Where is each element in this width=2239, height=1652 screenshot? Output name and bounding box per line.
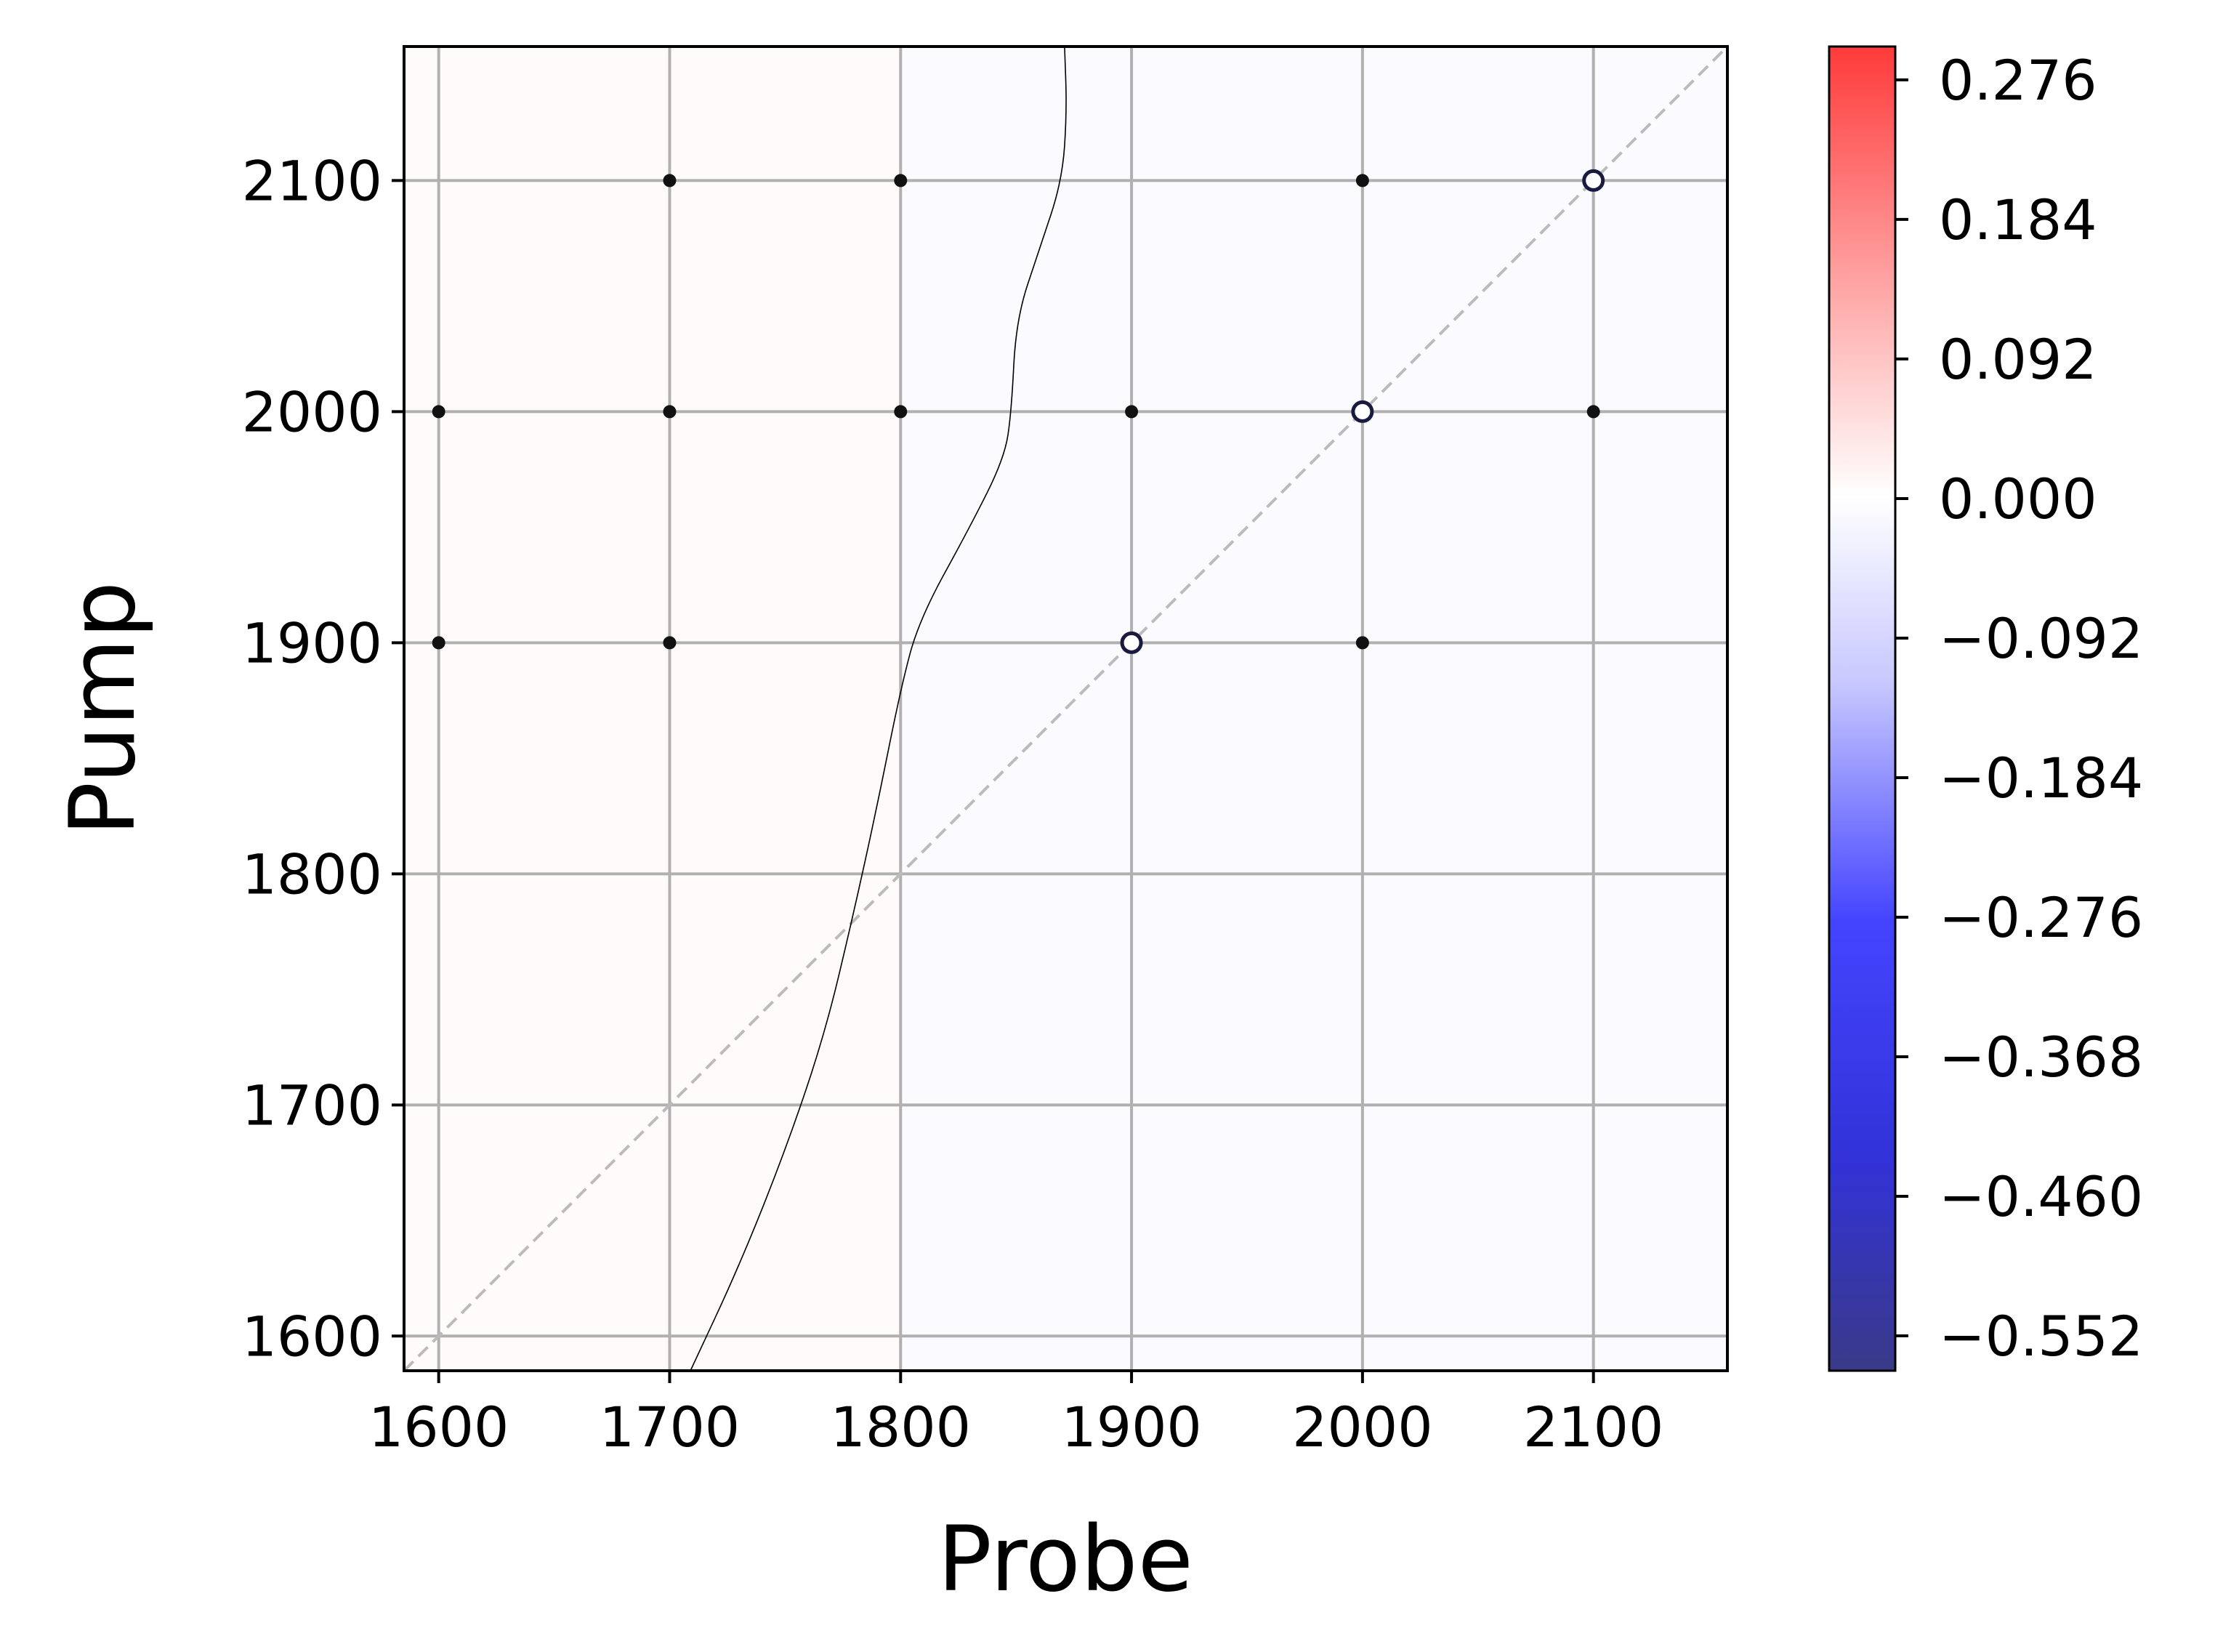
x-tick-label: 1900: [1061, 1395, 1201, 1459]
y-axis-title: Pump: [51, 581, 156, 837]
colorbar-tick-label: −0.092: [1939, 606, 2143, 671]
colorbar-tick-label: −0.552: [1939, 1304, 2143, 1369]
data-point: [1355, 636, 1369, 650]
data-point: [1351, 400, 1374, 423]
data-point: [663, 636, 677, 650]
data-point: [432, 636, 445, 650]
data-point: [1586, 405, 1600, 419]
x-tick-label: 2100: [1523, 1395, 1663, 1459]
colorbar-tick-label: 0.092: [1939, 327, 2097, 392]
data-point: [1120, 631, 1143, 654]
y-tick-label: 1700: [242, 1073, 382, 1137]
colorbar-gradient: [1828, 45, 1897, 1372]
contour-curve: [690, 47, 1067, 1371]
y-tick-label: 1600: [242, 1304, 382, 1369]
data-point: [894, 174, 908, 188]
y-tick-label: 1800: [242, 842, 382, 906]
diagonal-reference-line: [403, 45, 1729, 1372]
grid-lines: [404, 47, 1727, 1371]
y-axis-ticks: 1600 1700 1800 1900 2000 2100: [242, 148, 404, 1369]
x-tick-label: 1600: [368, 1395, 509, 1459]
data-point: [1355, 174, 1369, 188]
colorbar-tick-label: −0.276: [1939, 885, 2143, 950]
x-axis-title: Probe: [937, 1507, 1193, 1612]
background-left-region: [404, 47, 901, 1371]
y-tick-label: 2000: [242, 379, 382, 444]
data-points: [432, 169, 1605, 654]
colorbar-tick-label: −0.460: [1939, 1164, 2143, 1229]
plot-area: [403, 45, 1729, 1372]
x-tick-label: 1800: [831, 1395, 971, 1459]
background-right-region: [900, 47, 1727, 1371]
colorbar-tick-label: −0.368: [1939, 1025, 2143, 1089]
x-tick-label: 1700: [600, 1395, 740, 1459]
plot-frame: [403, 45, 1729, 1372]
colorbar-ticks: 0.276 0.184 0.092 0.000 −0.092 −0.184 −0.276 −0…: [1895, 48, 2143, 1369]
data-point: [1125, 405, 1139, 419]
colorbar-tick-label: −0.184: [1939, 746, 2143, 810]
colorbar-tick-label: 0.276: [1939, 48, 2097, 113]
data-point: [894, 405, 908, 419]
data-point: [432, 405, 445, 419]
x-axis-ticks: 1600 1700 1800 1900 2000 2100: [368, 1371, 1663, 1459]
y-tick-label: 2100: [242, 148, 382, 213]
colorbar-tick-label: 0.184: [1939, 188, 2097, 252]
x-tick-label: 2000: [1292, 1395, 1432, 1459]
data-point: [663, 174, 677, 188]
colorbar-tick-label: 0.000: [1939, 467, 2097, 531]
data-point: [663, 405, 677, 419]
data-point: [1582, 169, 1605, 192]
y-tick-label: 1900: [242, 611, 382, 675]
colorbar: 0.276 0.184 0.092 0.000 −0.092 −0.184 −0.276 −0…: [1828, 45, 2143, 1372]
